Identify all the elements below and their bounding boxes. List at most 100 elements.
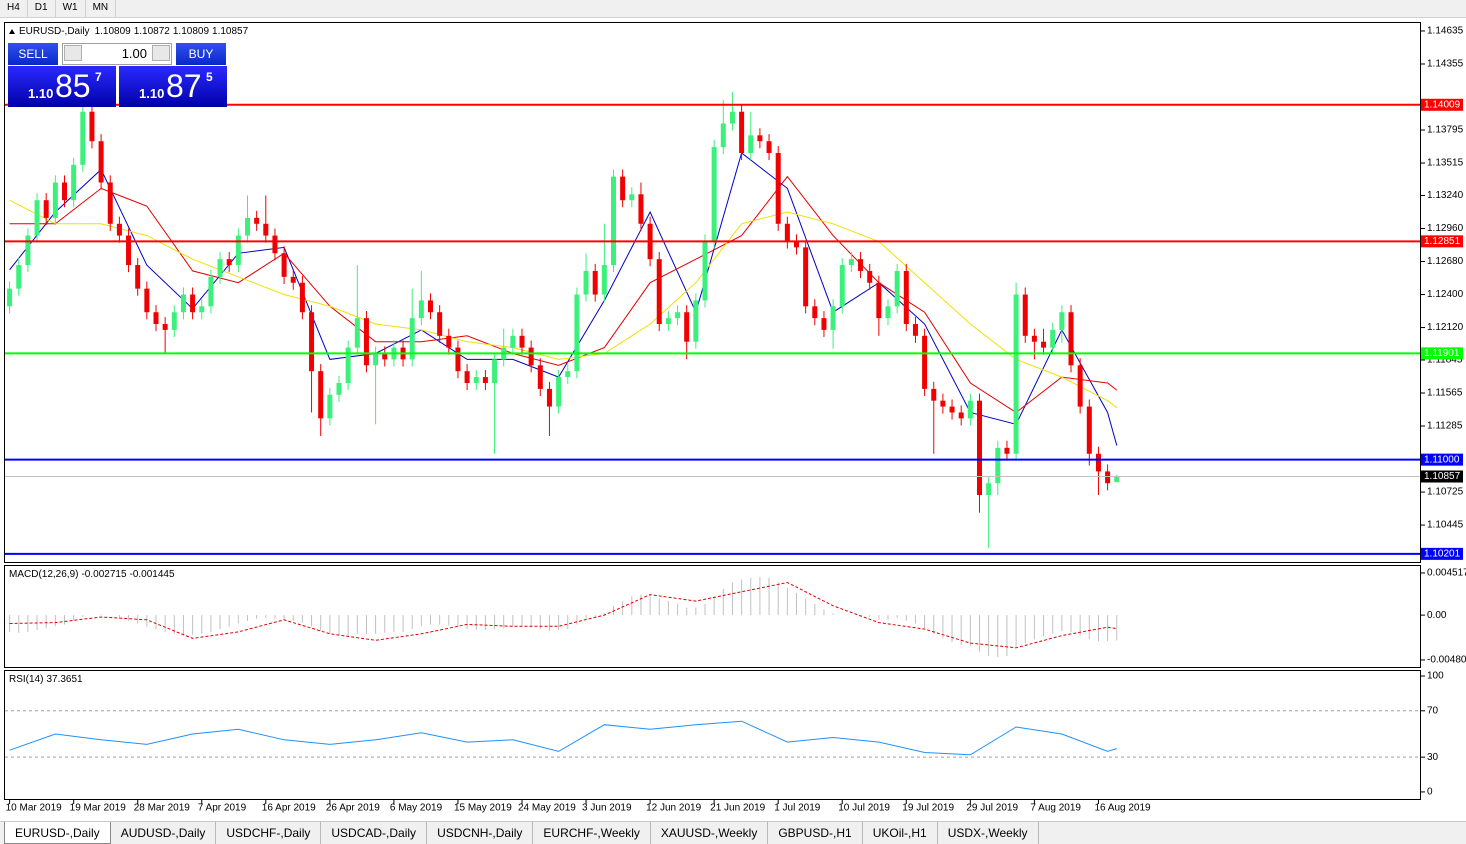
y-tick-label: 100: [1427, 671, 1444, 682]
y-tick-label: 1.12680: [1427, 256, 1464, 267]
timeframe-button[interactable]: MN: [86, 0, 117, 17]
timeframe-button[interactable]: H4: [0, 0, 28, 17]
buy-button[interactable]: BUY: [176, 43, 226, 65]
candle-body: [354, 318, 360, 348]
candle-body: [812, 306, 818, 319]
candle-body: [25, 235, 31, 266]
level-label-bg: [1421, 453, 1463, 466]
sell-button[interactable]: SELL: [8, 43, 58, 65]
level-label: 1.11901: [1424, 348, 1460, 359]
candle-body: [71, 164, 77, 201]
ohlc-high: 1.10872: [134, 26, 171, 37]
candle-body: [208, 276, 214, 307]
price-prefix: 1.10: [139, 86, 165, 101]
buy-price[interactable]: 1.10 87 5: [119, 66, 227, 107]
x-tick-label: 3 Jun 2019: [582, 803, 632, 814]
candle-body: [290, 276, 296, 283]
chart-tab[interactable]: AUDUSD-,Daily: [111, 822, 217, 844]
candle-body: [428, 300, 433, 313]
candle-body: [464, 371, 470, 383]
candle-body: [912, 324, 918, 336]
chart-tab[interactable]: USDCAD-,Daily: [321, 822, 428, 844]
candle-body: [665, 318, 671, 325]
candle-body: [116, 223, 122, 236]
level-label-bg: [1421, 98, 1463, 111]
lot-input[interactable]: 1.00: [62, 43, 172, 65]
x-tick-label: 16 Apr 2019: [262, 803, 316, 814]
chart-tab[interactable]: XAUUSD-,Weekly: [651, 822, 769, 844]
candle-body: [611, 176, 616, 266]
candle-body: [327, 394, 333, 419]
candle-body: [903, 270, 909, 325]
candle-body: [794, 241, 799, 248]
candle-body: [43, 200, 49, 218]
chart: EURUSD-,Daily 1.10809 1.10872 1.10809 1.1085…: [4, 22, 1466, 814]
x-tick-label: 24 May 2019: [518, 803, 576, 814]
macd-value: -0.002715: [81, 569, 126, 580]
x-tick-label: 1 Jul 2019: [774, 803, 821, 814]
candle-body: [272, 235, 278, 254]
candle-body: [263, 223, 269, 236]
y-tick-label: 0: [1427, 787, 1433, 798]
candle-body: [556, 377, 562, 407]
y-tick-label: -0.004806: [1427, 655, 1466, 666]
y-tick-label: 70: [1427, 705, 1439, 716]
candle-body: [583, 270, 589, 295]
price-pips: 85: [55, 68, 91, 104]
candle-body: [821, 318, 827, 330]
candle-body: [656, 259, 662, 325]
candle-body: [894, 270, 900, 307]
x-tick-label: 19 Jul 2019: [902, 803, 954, 814]
price-pips: 87: [166, 68, 202, 104]
candle-body: [592, 270, 598, 295]
x-tick-label: 28 Mar 2019: [134, 803, 191, 814]
candle-body: [949, 406, 955, 413]
lot-decrease[interactable]: [64, 45, 82, 61]
level-label-bg: [1421, 235, 1463, 248]
sell-price[interactable]: 1.10 85 7: [8, 66, 116, 107]
candle-body: [720, 123, 726, 148]
candle-body: [98, 141, 104, 183]
timeframe-button[interactable]: D1: [28, 0, 56, 17]
candle-body: [729, 111, 735, 124]
candle-body: [620, 176, 626, 201]
chart-tab[interactable]: USDX-,Weekly: [938, 822, 1039, 844]
y-tick-label: 1.10725: [1427, 487, 1464, 498]
chart-tab[interactable]: USDCHF-,Daily: [216, 822, 322, 844]
candle-body: [217, 259, 223, 277]
candle-body: [62, 182, 67, 201]
level-label: 1.12851: [1424, 236, 1461, 247]
chart-tab[interactable]: USDCNH-,Daily: [427, 822, 534, 844]
rsi-panel: [4, 670, 1421, 800]
chart-tab[interactable]: GBPUSD-,H1: [768, 822, 863, 844]
candle-body: [940, 400, 946, 407]
ohlc-low: 1.10809: [173, 26, 210, 37]
candle-body: [958, 412, 964, 419]
chart-tab[interactable]: EURUSD-,Daily: [4, 822, 111, 844]
candle-body: [931, 388, 937, 401]
candle-body: [629, 194, 635, 201]
candle-body: [226, 259, 232, 266]
candle-body: [638, 194, 644, 224]
candle-body: [1004, 447, 1010, 454]
collapse-icon[interactable]: [9, 29, 15, 34]
candle-body: [693, 300, 699, 342]
one-click-trading: SELL 1.00 BUY 1.10 85 7 1.10 87 5: [8, 43, 228, 107]
candle-body: [839, 265, 845, 307]
candle-body: [922, 335, 928, 389]
timeframe-button[interactable]: W1: [56, 0, 86, 17]
chart-tab[interactable]: EURCHF-,Weekly: [533, 822, 651, 844]
candle-body: [52, 182, 58, 218]
x-tick-label: 26 Apr 2019: [326, 803, 380, 814]
y-tick-label: 1.11845: [1427, 355, 1463, 366]
candle-body: [299, 282, 305, 313]
candle-body: [775, 153, 781, 224]
candle-body: [784, 223, 790, 242]
candle-body: [16, 265, 22, 289]
candle-body: [803, 247, 809, 307]
timeframe-toolbar: H4 D1 W1 MN: [0, 0, 1466, 18]
lot-increase[interactable]: [152, 45, 170, 61]
chart-tab[interactable]: UKOil-,H1: [863, 822, 938, 844]
candle-body: [144, 288, 150, 313]
macd-signal-value: -0.001445: [130, 569, 175, 580]
